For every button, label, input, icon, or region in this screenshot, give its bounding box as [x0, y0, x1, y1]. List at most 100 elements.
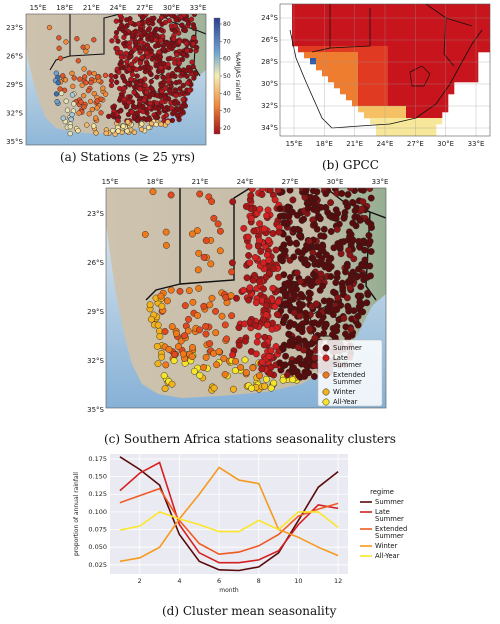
gpcc-cell — [328, 52, 335, 59]
station-point — [131, 129, 138, 135]
station-point — [137, 86, 143, 92]
station-point — [296, 303, 304, 311]
gpcc-cell — [376, 124, 383, 131]
legend-title: regime — [370, 488, 394, 496]
gpcc-cell — [400, 22, 407, 29]
station-point — [343, 262, 351, 270]
station-point — [252, 299, 260, 307]
x-tick-label: 6 — [217, 577, 221, 585]
gpcc-cell — [394, 106, 401, 113]
gpcc-cell — [394, 40, 401, 47]
lon-tick-label: 27°E — [407, 140, 424, 148]
station-point — [309, 255, 317, 263]
gpcc-cell — [418, 118, 425, 125]
station-point — [282, 292, 289, 300]
gpcc-cell — [364, 58, 371, 65]
colorbar-tick: 30 — [223, 108, 231, 115]
gpcc-cell — [322, 52, 329, 59]
station-point — [158, 37, 164, 44]
gpcc-cell — [358, 82, 365, 89]
gpcc-cell — [292, 40, 299, 47]
station-point — [241, 337, 249, 345]
station-point — [220, 354, 228, 362]
station-point — [102, 91, 109, 97]
station-point — [358, 205, 366, 213]
station-point — [305, 354, 312, 362]
station-point — [324, 208, 332, 216]
station-point — [165, 345, 173, 353]
gpcc-cell — [358, 76, 365, 83]
gpcc-cell — [406, 28, 413, 35]
station-point — [286, 188, 294, 194]
station-point — [327, 228, 335, 235]
station-point — [125, 81, 131, 87]
station-point — [246, 284, 254, 292]
station-point — [179, 103, 185, 110]
station-point — [256, 372, 263, 380]
gpcc-cell — [394, 64, 401, 71]
station-point — [276, 359, 284, 367]
gpcc-cell — [442, 22, 449, 29]
gpcc-cell — [376, 130, 383, 136]
gpcc-cell — [316, 28, 323, 35]
station-point — [171, 36, 177, 42]
legend-marker — [322, 398, 330, 406]
lat-tick-label: 28°S — [261, 58, 278, 66]
gpcc-cell — [400, 124, 407, 131]
station-point — [109, 38, 115, 44]
station-point — [261, 382, 269, 390]
lat-tick-labels-a: 23°S 26°S 29°S 32°S 35°S — [6, 24, 23, 146]
gpcc-cell — [358, 106, 365, 113]
station-point — [282, 352, 290, 360]
gpcc-cell — [310, 34, 317, 41]
station-point — [120, 73, 126, 79]
gpcc-cell — [352, 28, 359, 35]
station-point — [244, 233, 252, 241]
station-point — [282, 300, 290, 308]
station-point — [206, 340, 214, 348]
station-point — [168, 380, 176, 388]
gpcc-cell — [418, 52, 425, 59]
gpcc-cell — [376, 28, 383, 35]
station-point — [333, 306, 341, 314]
station-point — [171, 108, 177, 115]
station-point — [218, 312, 226, 320]
station-point — [64, 107, 71, 113]
station-point — [311, 200, 319, 208]
station-point — [177, 86, 183, 92]
gpcc-cell — [364, 94, 371, 101]
gpcc-cell — [328, 58, 335, 65]
station-point — [367, 248, 375, 255]
gpcc-cell — [436, 34, 443, 41]
station-point — [158, 302, 166, 310]
station-point — [153, 121, 159, 128]
station-point — [311, 354, 319, 362]
gpcc-cell — [436, 112, 443, 119]
gpcc-cell — [352, 76, 359, 83]
station-point — [194, 44, 200, 51]
gpcc-cell — [328, 16, 335, 23]
station-point — [174, 52, 180, 58]
station-point — [126, 99, 132, 106]
gpcc-cell — [328, 40, 335, 47]
station-point — [108, 82, 115, 89]
gpcc-cell — [406, 130, 413, 136]
station-point — [163, 14, 169, 18]
station-point — [265, 269, 273, 277]
gpcc-cell — [400, 40, 407, 47]
gpcc-cell — [346, 28, 353, 35]
gpcc-cell — [370, 4, 377, 11]
gpcc-cell — [430, 28, 437, 35]
station-point — [161, 328, 169, 335]
gpcc-cell — [430, 94, 437, 101]
x-tick-label: 8 — [257, 577, 261, 585]
station-point — [60, 73, 66, 79]
station-point — [148, 78, 154, 85]
gpcc-cell — [424, 82, 431, 89]
station-point — [356, 298, 364, 306]
station-point — [134, 92, 140, 99]
map-frame — [25, 13, 207, 146]
gpcc-cell — [478, 10, 485, 17]
station-point — [120, 123, 126, 129]
station-point — [79, 82, 85, 88]
